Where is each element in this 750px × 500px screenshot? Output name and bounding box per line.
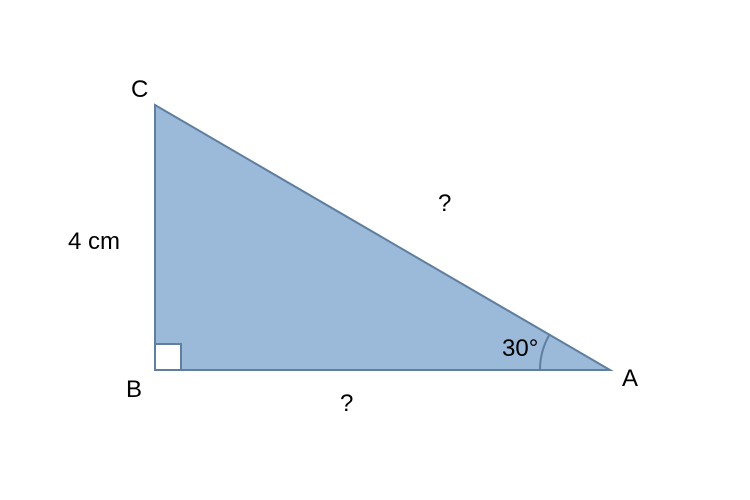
angle-label-a: 30° (502, 335, 538, 363)
right-angle-marker (155, 344, 181, 370)
side-label-bc: 4 cm (68, 228, 120, 256)
triangle-fill (155, 105, 610, 370)
side-label-ca: ? (438, 190, 451, 218)
side-label-ab: ? (340, 390, 353, 418)
vertex-label-b: B (126, 376, 142, 404)
vertex-label-a: A (622, 365, 638, 393)
vertex-label-c: C (131, 76, 148, 104)
